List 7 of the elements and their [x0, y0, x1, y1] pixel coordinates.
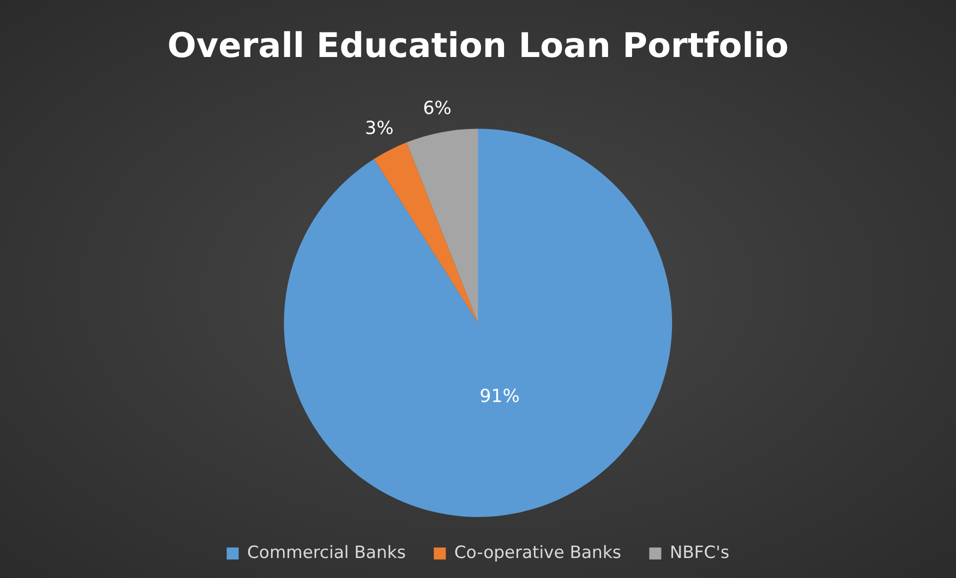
- data-label: 6%: [422, 98, 452, 120]
- legend-label: Co-operative Banks: [454, 542, 622, 563]
- data-label: 91%: [480, 386, 520, 408]
- legend-label: NBFC's: [670, 542, 730, 563]
- legend-label: Commercial Banks: [247, 542, 406, 563]
- chart-title: Overall Education Loan Portfolio: [167, 26, 789, 66]
- data-label: 3%: [365, 118, 394, 139]
